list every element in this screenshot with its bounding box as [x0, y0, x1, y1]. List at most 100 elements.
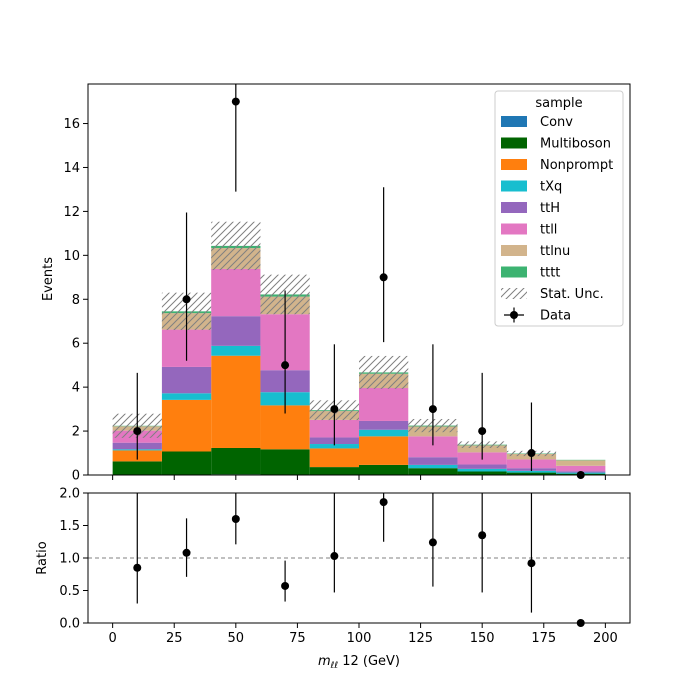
- main-y-tick-label-6: 6: [72, 337, 80, 352]
- main-x-ticks: [112, 475, 606, 480]
- data-point-bin-6: [428, 405, 437, 414]
- ratio-y-tick-label-1.5: 1.5: [59, 519, 80, 534]
- bar-ttlnu-bin-9: [556, 460, 606, 466]
- x-tick-label-100: 100: [347, 631, 372, 646]
- legend-item-txq: tXq: [501, 180, 562, 195]
- main-y-tick-label-10: 10: [63, 249, 80, 264]
- data-point-bin-1: [182, 295, 191, 304]
- main-y-tick-label-2: 2: [72, 425, 80, 440]
- ratio-panel: 0 25 50 75 100 125 150 175 200 0.0 0.5 1.0 1.5 2.0 R…: [35, 487, 631, 646]
- ratio-point-bin-2: [231, 515, 240, 523]
- ratio-y-tick-label-0: 0.0: [59, 617, 80, 632]
- legend-swatch: [501, 223, 527, 235]
- ratio-point-bin-7: [478, 531, 487, 540]
- main-y-ticks: 0 2 4 6 8 10 12 14 16: [63, 117, 88, 484]
- data-point-bin-8: [527, 449, 536, 458]
- ratio-y-tick-label-2: 2.0: [59, 487, 80, 502]
- legend-item-tttt: tttt: [501, 266, 560, 281]
- bar-nonprompt-bin-4: [309, 448, 359, 468]
- bar-ttll-bin-9: [556, 465, 606, 472]
- ratio-x-ticks: 0 25 50 75 100 125 150 175 200: [108, 623, 618, 646]
- legend-label: ttll: [540, 223, 557, 238]
- legend-label: tXq: [540, 180, 562, 195]
- bar-tth-bin-1: [161, 366, 212, 394]
- legend-swatch: [501, 266, 527, 278]
- bar-multiboson-bin-4: [309, 467, 359, 475]
- legend-swatch: [501, 159, 527, 170]
- bar-nonprompt-bin-5: [359, 436, 409, 465]
- bar-tth-bin-6: [408, 457, 458, 465]
- legend-label: ttlnu: [540, 244, 570, 259]
- bar-multiboson-bin-6: [408, 468, 458, 475]
- bar-multiboson-bin-1: [161, 451, 212, 475]
- ratio-point-bin-6: [428, 538, 437, 547]
- data-point-bin-2: [231, 97, 240, 106]
- main-y-tick-label-14: 14: [63, 161, 80, 176]
- x-tick-label-25: 25: [166, 631, 183, 646]
- bar-tth-bin-2: [211, 316, 261, 346]
- bar-multiboson-bin-2: [211, 447, 261, 475]
- ratio-y-ticks: 0.0 0.5 1.0 1.5 2.0: [59, 487, 88, 632]
- bar-tth-bin-5: [359, 420, 409, 430]
- bar-multiboson-bin-7: [457, 471, 507, 475]
- legend-swatch: [501, 245, 527, 256]
- x-tick-label-0: 0: [108, 631, 116, 646]
- legend-item-tth: ttH: [501, 201, 560, 216]
- bar-ttll-bin-5: [359, 388, 409, 421]
- x-tick-label-150: 150: [470, 631, 495, 646]
- x-tick-label-125: 125: [408, 631, 433, 646]
- legend-swatch: [501, 116, 527, 127]
- legend-marker: [510, 311, 518, 319]
- x-tick-label-50: 50: [228, 631, 245, 646]
- main-y-tick-label-0: 0: [72, 469, 80, 484]
- bar-txq-bin-5: [359, 429, 409, 437]
- legend-item-nonprompt: Nonprompt: [501, 158, 613, 173]
- ratio-point-bin-0: [133, 563, 142, 572]
- data-point-bin-5: [379, 273, 388, 282]
- main-y-tick-label-16: 16: [63, 117, 80, 132]
- main-y-tick-label-4: 4: [72, 381, 80, 396]
- bar-nonprompt-bin-1: [161, 399, 212, 452]
- legend-title: sample: [535, 96, 582, 111]
- bar-txq-bin-1: [161, 393, 212, 400]
- bar-txq-bin-7: [457, 468, 507, 472]
- main-stack-bars: [112, 245, 606, 475]
- bar-nonprompt-bin-2: [211, 355, 261, 448]
- ratio-point-bin-3: [281, 581, 290, 590]
- bar-ttll-bin-6: [408, 436, 458, 458]
- legend-item-conv: Conv: [501, 115, 573, 130]
- legend-swatch: [501, 202, 527, 213]
- ratio-point-bin-5: [379, 498, 388, 507]
- data-point-bin-0: [133, 427, 142, 436]
- legend-item-stat-unc-: Stat. Unc.: [501, 287, 604, 302]
- x-tick-label-200: 200: [593, 631, 618, 646]
- bar-multiboson-bin-0: [112, 461, 162, 475]
- data-points: [133, 84, 585, 479]
- bar-ttll-bin-2: [211, 268, 261, 317]
- bar-tth-bin-7: [457, 464, 507, 469]
- ratio-y-tick-label-0.5: 0.5: [59, 584, 80, 599]
- data-point-bin-7: [478, 427, 487, 436]
- legend-item-data: Data: [504, 307, 571, 324]
- ratio-point-bin-1: [182, 548, 191, 557]
- main-y-tick-label-8: 8: [72, 293, 80, 308]
- main-y-tick-label-12: 12: [63, 205, 80, 220]
- bar-txq-bin-8: [506, 470, 557, 473]
- bar-multiboson-bin-3: [260, 449, 310, 475]
- legend-label: ttH: [540, 201, 560, 216]
- stat-unc-bin-2: [211, 221, 261, 271]
- legend-item-ttlnu: ttlnu: [501, 244, 570, 259]
- x-tick-label-75: 75: [289, 631, 306, 646]
- ratio-y-tick-label-1: 1.0: [59, 552, 80, 567]
- stat-unc-bin-5: [359, 355, 409, 389]
- legend-swatch: [501, 288, 527, 299]
- main-y-axis-label: Events: [41, 257, 56, 301]
- bar-txq-bin-2: [211, 345, 261, 356]
- legend-label: Multiboson: [540, 137, 611, 152]
- ratio-plot-area: [88, 493, 630, 623]
- legend-label: Data: [540, 309, 571, 324]
- legend-item-ttll: ttll: [501, 223, 557, 238]
- x-tick-label-175: 175: [531, 631, 556, 646]
- ratio-point-bin-8: [527, 559, 536, 568]
